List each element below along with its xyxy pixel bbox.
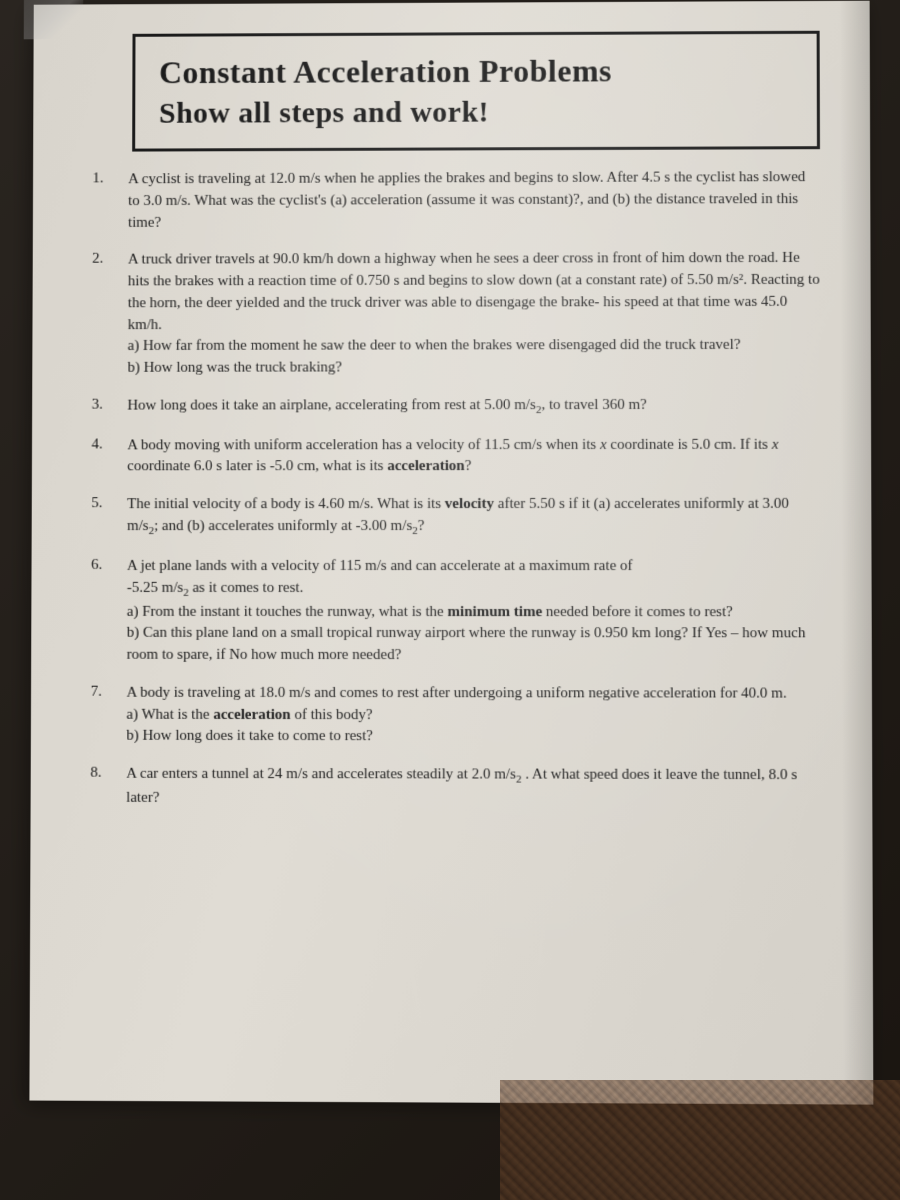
- problems-list: 1. A cyclist is traveling at 12.0 m/s wh…: [90, 167, 822, 811]
- problem-number: 3.: [92, 395, 128, 419]
- problem-8: 8. A car enters a tunnel at 24 m/s and a…: [90, 764, 822, 811]
- problem-text: A car enters a tunnel at 24 m/s and acce…: [126, 764, 822, 811]
- problem-7: 7. A body is traveling at 18.0 m/s and c…: [91, 683, 822, 749]
- text-line1: A jet plane lands with a velocity of 115…: [127, 556, 821, 578]
- bold-minimum-time: minimum time: [447, 604, 542, 620]
- text-post: coordinate 6.0 s later is -5.0 cm, what …: [127, 459, 387, 475]
- worksheet-paper: Constant Acceleration Problems Show all …: [29, 1, 873, 1105]
- bold-acceleration: acceleration: [387, 459, 464, 475]
- problem-text: The initial velocity of a body is 4.60 m…: [127, 494, 821, 540]
- title-box: Constant Acceleration Problems Show all …: [132, 31, 820, 152]
- problem-number: 5.: [91, 494, 127, 540]
- problem-text: A truck driver travels at 90.0 km/h down…: [127, 248, 820, 379]
- problem-text: A cyclist is traveling at 12.0 m/s when …: [128, 167, 820, 234]
- sub-a-post: of this body?: [291, 707, 373, 723]
- problem-text: A jet plane lands with a velocity of 115…: [127, 556, 822, 667]
- edge-shadow: [840, 1, 874, 1105]
- line2-post: as it comes to rest.: [189, 580, 304, 596]
- text-end: ?: [465, 459, 472, 475]
- text-mid2: ; and (b) accelerates uniformly at -3.00…: [154, 518, 412, 534]
- problem-4: 4. A body moving with uniform accelerati…: [91, 434, 821, 478]
- problem-sub-b: b) How long was the truck braking?: [127, 357, 820, 380]
- problem-text: A body is traveling at 18.0 m/s and come…: [126, 683, 821, 749]
- text-end: ?: [418, 518, 425, 534]
- sub-a-pre: a) What is the: [126, 706, 213, 722]
- problem-number: 8.: [90, 764, 126, 810]
- text-mid: coordinate is 5.0 cm. If its: [607, 436, 772, 452]
- text-pre: A body moving with uniform acceleration …: [127, 437, 600, 453]
- problem-number: 7.: [91, 683, 127, 748]
- sub-a-post: needed before it comes to rest?: [542, 604, 733, 620]
- problem-sub-a: a) How far from the moment he saw the de…: [128, 335, 821, 358]
- text-pre: A car enters a tunnel at 24 m/s and acce…: [126, 766, 516, 783]
- title-line1: Constant Acceleration Problems: [159, 52, 793, 91]
- table-texture: [500, 1080, 900, 1200]
- text-line2: -5.25 m/s2 as it comes to rest.: [127, 578, 821, 602]
- problem-sub-a: a) From the instant it touches the runwa…: [127, 601, 822, 623]
- problem-number: 2.: [92, 250, 128, 380]
- problem-sub-b: b) How long does it take to come to rest…: [126, 726, 821, 749]
- bold-acceleration: acceleration: [213, 706, 290, 722]
- problem-5: 5. The initial velocity of a body is 4.6…: [91, 494, 821, 540]
- problem-1: 1. A cyclist is traveling at 12.0 m/s wh…: [92, 167, 820, 234]
- text-pre: How long does it take an airplane, accel…: [127, 397, 535, 413]
- problem-3: 3. How long does it take an airplane, ac…: [92, 394, 821, 419]
- problem-body: A truck driver travels at 90.0 km/h down…: [128, 250, 820, 332]
- problem-text: How long does it take an airplane, accel…: [127, 394, 820, 419]
- italic-x: x: [772, 436, 779, 452]
- problem-6: 6. A jet plane lands with a velocity of …: [91, 556, 822, 667]
- problem-number: 1.: [92, 169, 128, 234]
- sub-a-pre: a) From the instant it touches the runwa…: [127, 603, 448, 619]
- title-line2: Show all steps and work!: [159, 95, 793, 131]
- bold-velocity: velocity: [445, 496, 494, 512]
- text-post: , to travel 360 m?: [541, 397, 647, 413]
- problem-number: 4.: [91, 435, 127, 478]
- problem-body: A body is traveling at 18.0 m/s and come…: [126, 683, 821, 706]
- problem-number: 6.: [91, 556, 127, 667]
- text-pre: The initial velocity of a body is 4.60 m…: [127, 496, 445, 512]
- problem-text: A body moving with uniform acceleration …: [127, 434, 821, 478]
- problem-sub-b: b) Can this plane land on a small tropic…: [127, 623, 822, 667]
- page-curl: [24, 0, 83, 39]
- problem-2: 2. A truck driver travels at 90.0 km/h d…: [92, 248, 821, 379]
- problem-sub-a: a) What is the acceleration of this body…: [126, 704, 821, 727]
- line2-pre: -5.25 m/s: [127, 580, 183, 596]
